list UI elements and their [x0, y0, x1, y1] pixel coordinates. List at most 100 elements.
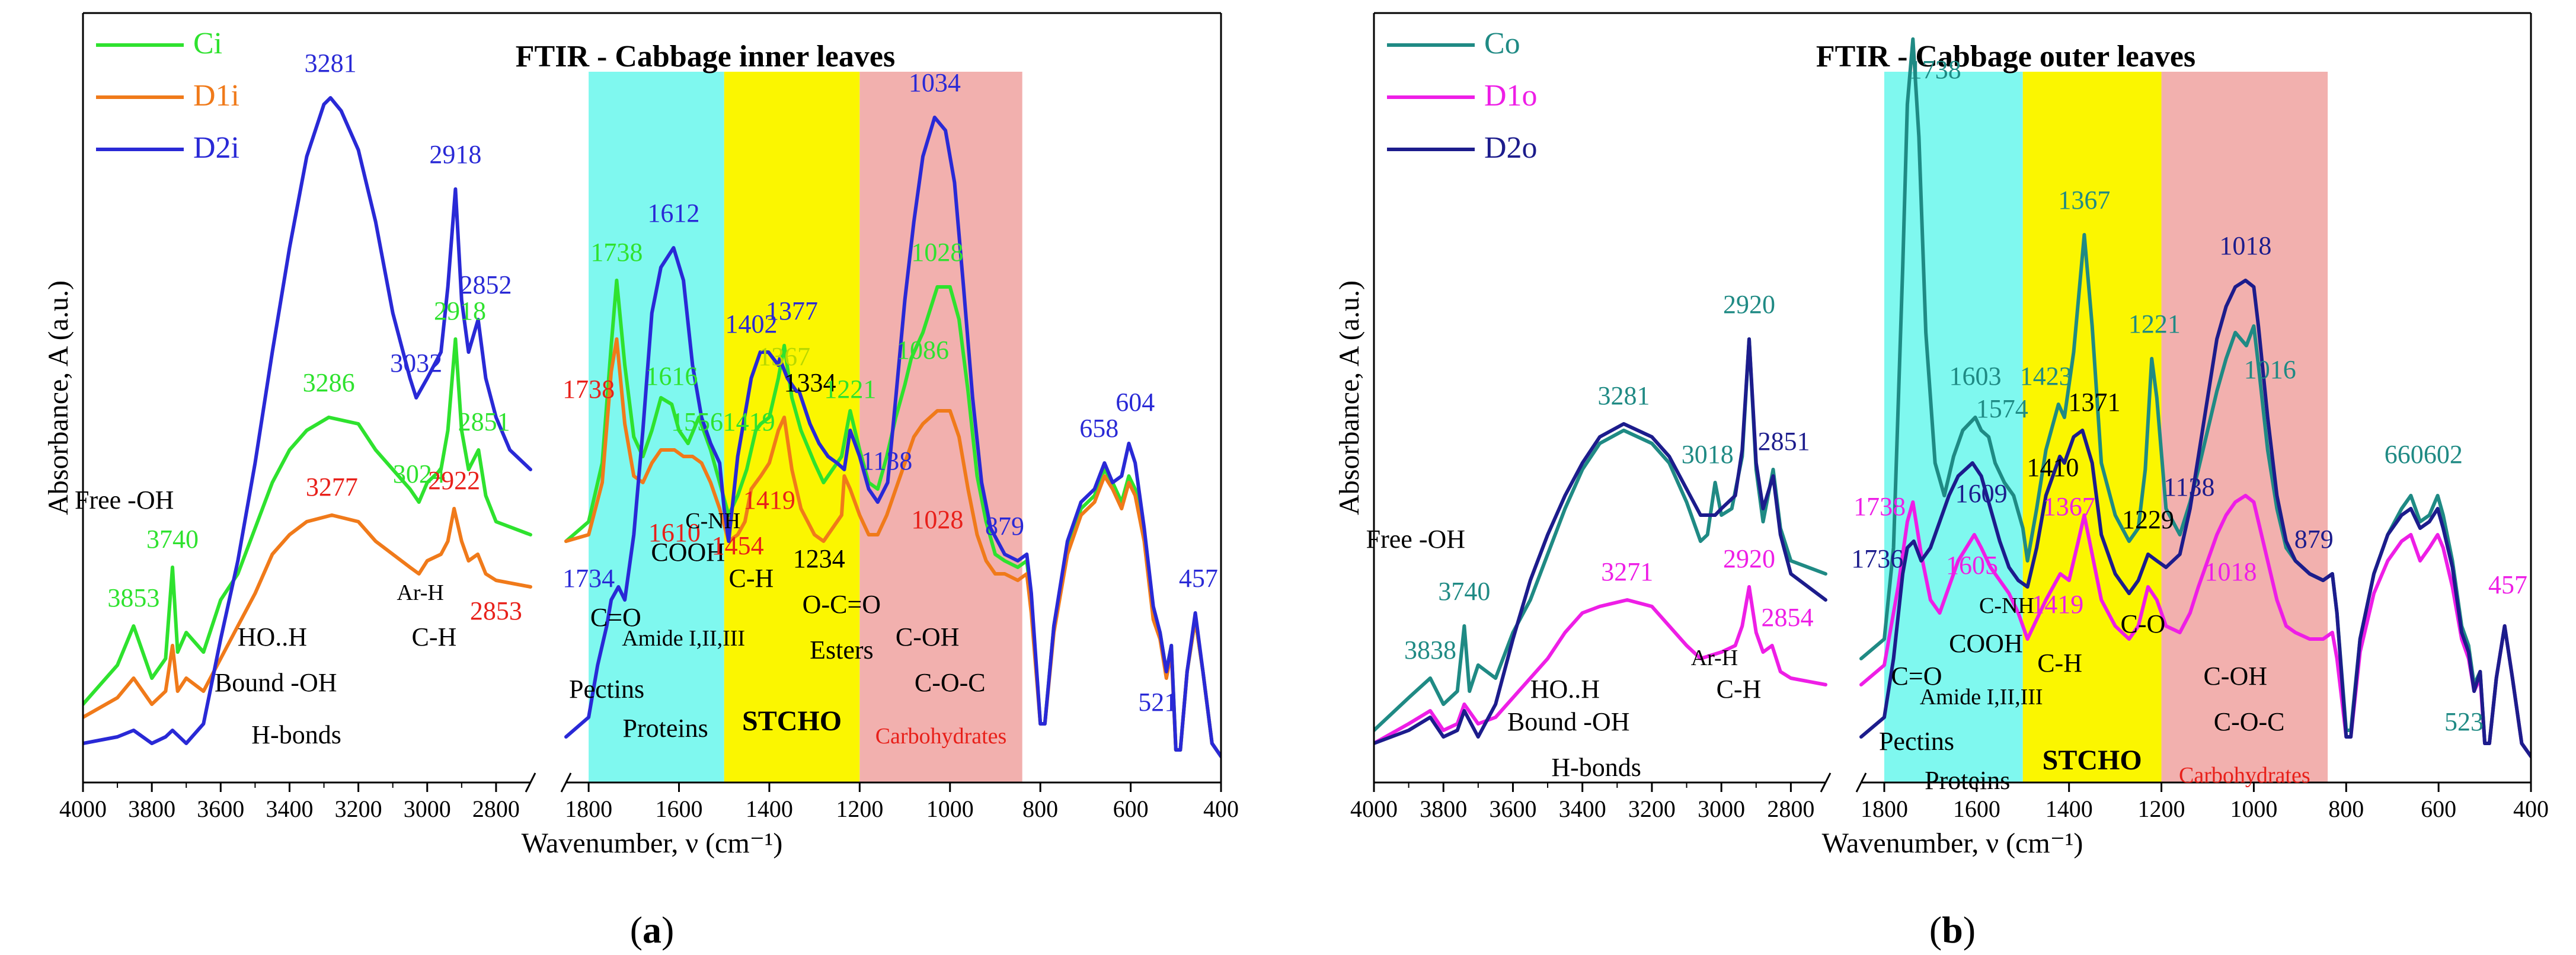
x-tick-label: 4000	[59, 796, 107, 822]
annotation-label: 2920	[1723, 290, 1775, 319]
region-band-2	[859, 72, 1022, 782]
annotation-label: 1738	[1909, 55, 1961, 84]
x-tick-label: 3400	[266, 796, 313, 822]
annotation-label: 2851	[458, 407, 510, 436]
series-line-D1i-left	[83, 507, 532, 719]
annotation-label: Amide I,II,III	[622, 626, 745, 651]
annotation-label: 1086	[897, 336, 949, 365]
series-line-D2o-left	[1374, 337, 1827, 745]
annotation-label: C-OH	[2203, 662, 2267, 691]
annotation-label: Pectins	[569, 675, 644, 704]
annotation-label: 1738	[562, 375, 615, 404]
legend-label-Co: Co	[1484, 27, 1520, 60]
annotation-label: 1034	[909, 68, 961, 97]
x-tick-label: 2800	[1767, 796, 1814, 822]
panel-label-letter: b	[1942, 909, 1963, 951]
axis-break-mark	[525, 772, 536, 793]
x-tick-label: 1800	[565, 796, 612, 822]
axis-break-mark	[560, 772, 572, 793]
annotation-label: 1028	[911, 505, 963, 534]
annotation-label: 1605	[1946, 551, 1998, 580]
annotation-label: 2918	[429, 140, 481, 169]
chart-title: FTIR - Cabbage outer leaves	[1816, 40, 2195, 74]
region-band-1	[2022, 72, 2162, 782]
region-band-1	[724, 72, 860, 782]
chart-title: FTIR - Cabbage inner leaves	[516, 40, 895, 74]
annotation-label: 523	[2444, 707, 2484, 736]
annotation-label: H-bonds	[251, 720, 341, 749]
annotation-label: 1454	[712, 531, 764, 560]
annotation-label: Proteins	[623, 714, 708, 743]
annotation-label: 2853	[470, 596, 522, 625]
panel-label: (b)	[1929, 909, 1976, 951]
annotation-label: 1334	[784, 368, 836, 397]
annotation-label: 660	[2385, 440, 2424, 469]
x-tick-label: 3200	[335, 796, 382, 822]
annotation-label: 1574	[1976, 394, 2028, 423]
x-tick-label: 3800	[128, 796, 175, 822]
panel-label: (a)	[630, 909, 675, 951]
annotation-label: 1371	[2069, 388, 2121, 417]
annotation-label: 1138	[2163, 472, 2214, 502]
annotation-label: 1028	[911, 238, 963, 267]
annotation-label: 3271	[1601, 557, 1653, 586]
legend-label-D1i: D1i	[193, 79, 239, 113]
annotation-label: 521	[1138, 688, 1177, 717]
legend-label-D2o: D2o	[1484, 131, 1538, 165]
annotation-label: C-H	[1717, 675, 1762, 704]
annotation-label: 3286	[303, 368, 355, 397]
annotation-label: C-OH	[896, 622, 960, 651]
x-tick-label: 1400	[2046, 796, 2093, 822]
x-tick-label: 3600	[1489, 796, 1536, 822]
annotation-label: H-bonds	[1551, 753, 1641, 782]
annotation-label: 3281	[1597, 381, 1650, 410]
legend-label-Ci: Ci	[193, 27, 222, 60]
annotation-label: Proteins	[1925, 766, 2010, 795]
annotation-label: Bound -OH	[215, 668, 337, 697]
annotation-label: 1138	[861, 446, 912, 475]
annotation-label: 3838	[1404, 635, 1456, 665]
x-tick-label: 800	[1022, 796, 1058, 822]
annotation-label: 1367	[758, 342, 810, 371]
x-tick-label: 400	[2513, 796, 2549, 822]
annotation-label: 1377	[766, 296, 818, 325]
panel-label-paren: )	[1963, 909, 1976, 951]
annotation-label: C-O-C	[915, 668, 986, 697]
annotation-label: 1423	[2020, 362, 2072, 391]
annotation-label: 1419	[2031, 590, 2083, 619]
x-tick-label: 600	[1113, 796, 1149, 822]
series-line-D2i-left	[83, 96, 532, 745]
annotation-label: C=O	[590, 603, 641, 632]
annotation-label: 1736	[1851, 544, 1903, 573]
x-tick-label: 1200	[836, 796, 883, 822]
panel-label-paren: )	[661, 909, 674, 951]
annotation-label: 1410	[2027, 453, 2079, 482]
annotation-label: 1616	[645, 362, 698, 391]
annotation-label: 2852	[460, 270, 512, 299]
x-tick-label: 2800	[472, 796, 520, 822]
series-line-Ci-right	[564, 279, 1221, 758]
x-tick-label: 1000	[2230, 796, 2277, 822]
annotation-label: 1367	[2058, 186, 2110, 215]
series-line-D1o-left	[1374, 585, 1827, 745]
annotation-label: Free -OH	[1366, 525, 1465, 554]
x-tick-label: 3000	[1698, 796, 1745, 822]
annotation-label: C-NH	[1979, 593, 2034, 618]
y-axis-label: Absorbance, A (a.u.)	[1334, 280, 1365, 515]
series-line-Ci-left	[83, 337, 532, 706]
annotation-label: 1402	[725, 309, 777, 338]
x-axis-label: Wavenumber, ν (cm⁻¹)	[522, 828, 783, 859]
annotation-label: C-NH	[685, 509, 740, 534]
annotation-label: 3853	[107, 583, 159, 612]
annotation-label: Bound -OH	[1507, 707, 1630, 736]
panel-a: 4000 3800 3600 3400 3200 3000 2800 1800 1600 1400…	[43, 12, 1239, 951]
annotation-label: 1738	[1853, 492, 1906, 521]
annotation-label: 1419	[743, 486, 795, 515]
annotation-label: C-O-C	[2214, 707, 2285, 736]
annotation-label: 1609	[1955, 479, 2008, 508]
legend-label-D2i: D2i	[193, 131, 239, 165]
x-tick-label: 4000	[1350, 796, 1398, 822]
x-axis-label: Wavenumber, ν (cm⁻¹)	[1822, 828, 2083, 859]
annotation-label: C=O	[1891, 662, 1942, 691]
annotation-label: 1018	[2204, 557, 2257, 586]
